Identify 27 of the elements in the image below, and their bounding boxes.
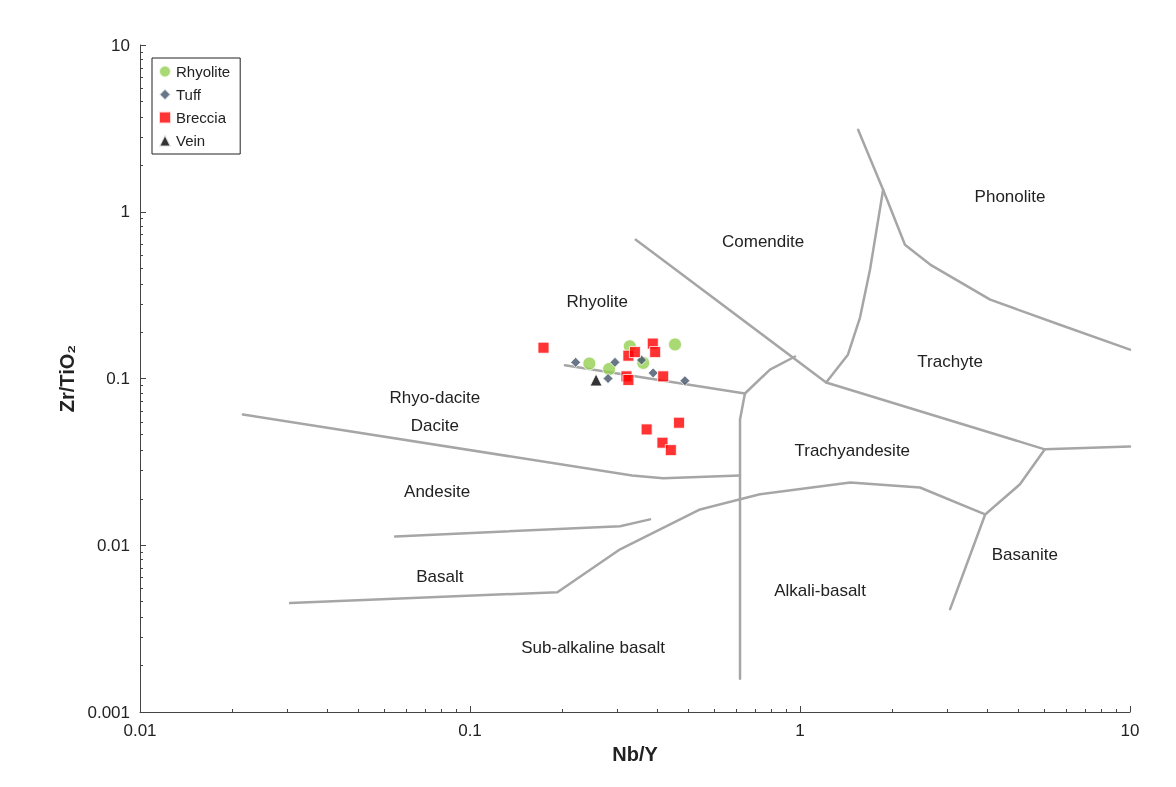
legend-label: Tuff bbox=[176, 86, 202, 103]
annotation: Alkali-basalt bbox=[774, 580, 867, 600]
y-tick-label: 10 bbox=[111, 35, 130, 55]
annotation: Dacite bbox=[410, 415, 460, 435]
x-tick-label: 0.1 bbox=[458, 721, 482, 740]
legend-label: Breccia bbox=[176, 109, 227, 126]
annotation: Basanite bbox=[991, 544, 1058, 564]
annotation: Rhyo-dacite bbox=[389, 388, 481, 408]
x-tick-label: 1 bbox=[795, 721, 805, 740]
y-tick-label: 0.01 bbox=[96, 535, 130, 555]
x-axis-title: Nb/Y bbox=[612, 742, 659, 765]
annotation: Rhyolite bbox=[566, 292, 628, 312]
y-tick-label: 0.001 bbox=[87, 702, 130, 722]
annotation: Phonolite bbox=[974, 187, 1046, 207]
annotation: Trachyte bbox=[917, 352, 983, 372]
x-tick-label: 0.01 bbox=[123, 721, 157, 740]
annotation: Sub-alkaline basalt bbox=[521, 637, 666, 657]
annotation: Basalt bbox=[416, 566, 464, 586]
y-tick-label: 0.1 bbox=[106, 369, 130, 388]
x-tick-label: 10 bbox=[1120, 721, 1140, 740]
legend-label: Rhyolite bbox=[176, 63, 231, 80]
annotation: Andesite bbox=[404, 482, 471, 502]
legend-label: Vein bbox=[176, 132, 206, 149]
y-axis-title: Zr/TiO₂ bbox=[55, 344, 78, 413]
annotation: Trachyandesite bbox=[794, 440, 911, 460]
y-tick-label: 1 bbox=[120, 202, 130, 222]
annotation: Comendite bbox=[721, 232, 805, 252]
